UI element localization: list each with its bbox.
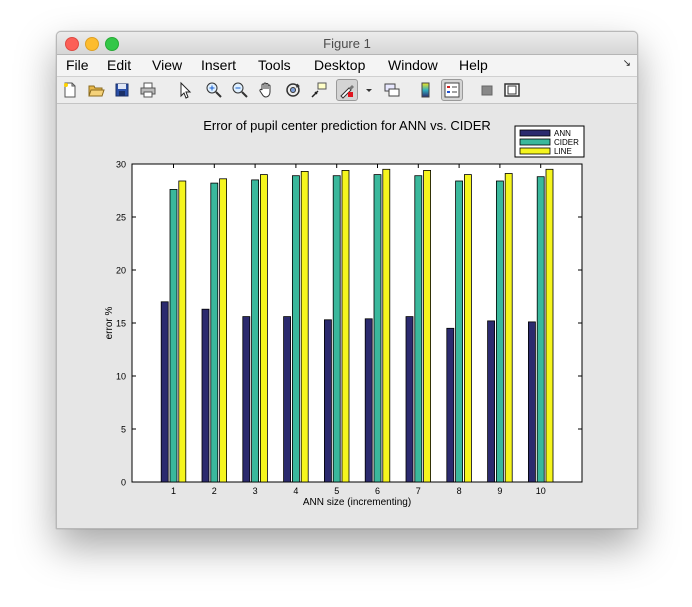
chart: Error of pupil center prediction for ANN…	[104, 118, 585, 508]
x-tick-label: 5	[334, 486, 339, 496]
bar-ann-9	[487, 320, 496, 483]
bar-cider-7	[414, 175, 423, 483]
bar-line-1	[178, 180, 187, 483]
zoom-out-icon[interactable]	[231, 81, 249, 99]
menu-desktop[interactable]: Desktop	[314, 57, 366, 73]
bar-ann-1	[160, 301, 169, 483]
x-tick-label: 4	[293, 486, 298, 496]
x-tick-label: 2	[212, 486, 217, 496]
menu-bar: File Edit View Insert Tools Desktop Wind…	[57, 55, 637, 77]
bar-cider-8	[455, 180, 464, 483]
bar-ann-3	[242, 316, 251, 483]
zoom-window-button[interactable]	[105, 37, 119, 51]
menu-insert[interactable]: Insert	[201, 57, 237, 73]
figure-window: Figure 1 File Edit View Insert Tools Des…	[56, 31, 638, 529]
legend-swatch-line	[519, 147, 551, 155]
colorbar-icon[interactable]	[417, 81, 435, 99]
data-cursor-icon[interactable]	[310, 81, 328, 99]
window-title: Figure 1	[323, 36, 371, 51]
bar-line-6	[382, 168, 391, 483]
axes-background	[131, 163, 583, 483]
close-window-button[interactable]	[65, 37, 79, 51]
y-tick-label: 10	[116, 372, 126, 382]
bar-line-8	[463, 174, 472, 483]
x-tick-label: 7	[416, 486, 421, 496]
bar-cider-10	[536, 176, 545, 483]
bar-cider-6	[373, 174, 382, 483]
title-bar: Figure 1	[57, 32, 637, 55]
x-tick-label: 9	[497, 486, 502, 496]
pan-hand-icon[interactable]	[257, 81, 275, 99]
legend-swatch-cider	[519, 138, 551, 146]
plot-area: Error of pupil center prediction for ANN…	[57, 104, 637, 528]
pointer-icon[interactable]	[175, 81, 193, 99]
menu-window[interactable]: Window	[388, 57, 438, 73]
bar-cider-3	[251, 179, 260, 483]
bar-ann-4	[283, 316, 292, 483]
bar-ann-5	[323, 319, 332, 483]
bar-cider-1	[169, 189, 178, 483]
print-icon[interactable]	[139, 81, 157, 99]
x-tick-label: 6	[375, 486, 380, 496]
save-icon[interactable]	[113, 81, 131, 99]
y-axis-label: error %	[104, 307, 115, 340]
y-tick-label: 25	[116, 213, 126, 223]
y-tick-label: 15	[116, 319, 126, 329]
minimize-window-button[interactable]	[85, 37, 99, 51]
bar-cider-4	[291, 175, 300, 483]
bar-ann-2	[201, 308, 210, 483]
rotate-3d-icon[interactable]	[284, 81, 302, 99]
x-tick-label: 1	[171, 486, 176, 496]
menu-view[interactable]: View	[152, 57, 183, 73]
y-tick-label: 0	[121, 478, 126, 488]
chart-title: Error of pupil center prediction for ANN…	[203, 118, 491, 133]
x-tick-label: 10	[536, 486, 546, 496]
bar-line-10	[545, 168, 554, 483]
bar-ann-7	[405, 316, 414, 483]
y-tick-label: 20	[116, 266, 126, 276]
menu-help[interactable]: Help	[459, 57, 488, 73]
open-file-icon[interactable]	[87, 81, 105, 99]
legend-icon[interactable]	[441, 79, 463, 101]
bar-line-2	[219, 178, 228, 483]
bar-ann-10	[527, 321, 536, 483]
show-plot-tools-icon[interactable]	[503, 81, 521, 99]
bar-line-3	[259, 174, 268, 483]
bar-line-4	[300, 171, 309, 483]
bar-line-9	[504, 173, 513, 483]
toolbar	[57, 77, 637, 104]
bar-ann-8	[446, 327, 455, 483]
legend-label-line: LINE	[554, 147, 572, 156]
new-figure-icon[interactable]	[61, 81, 79, 99]
zoom-in-icon[interactable]	[205, 81, 223, 99]
legend-swatch-ann	[519, 129, 551, 137]
bar-line-7	[423, 170, 432, 483]
brush-icon[interactable]	[336, 79, 358, 101]
y-tick-label: 5	[121, 425, 126, 435]
x-tick-labels: 1 2 3 4 5 6 7 8 9 10	[171, 486, 546, 496]
bar-cider-9	[495, 180, 504, 483]
bar-cider-5	[332, 175, 341, 483]
brush-dropdown-icon[interactable]	[360, 81, 372, 99]
menu-edit[interactable]: Edit	[107, 57, 132, 73]
link-plot-icon[interactable]	[383, 81, 401, 99]
hide-plot-tools-icon[interactable]	[478, 81, 496, 99]
x-tick-label: 8	[457, 486, 462, 496]
menu-dock-arrow-icon[interactable]: ↘	[622, 58, 631, 69]
menu-file[interactable]: File	[66, 57, 89, 73]
bar-group	[160, 168, 554, 483]
bar-ann-6	[364, 318, 373, 483]
bar-line-5	[341, 170, 350, 483]
x-axis-label: ANN size (incrementing)	[303, 497, 411, 508]
y-tick-label: 30	[116, 160, 126, 170]
y-tick-labels: 0 5 10 15 20 25 30	[116, 160, 126, 488]
bar-cider-2	[210, 182, 219, 483]
legend-label-cider: CIDER	[554, 138, 579, 147]
x-tick-label: 3	[253, 486, 258, 496]
menu-tools[interactable]: Tools	[258, 57, 291, 73]
legend-label-ann: ANN	[554, 129, 571, 138]
